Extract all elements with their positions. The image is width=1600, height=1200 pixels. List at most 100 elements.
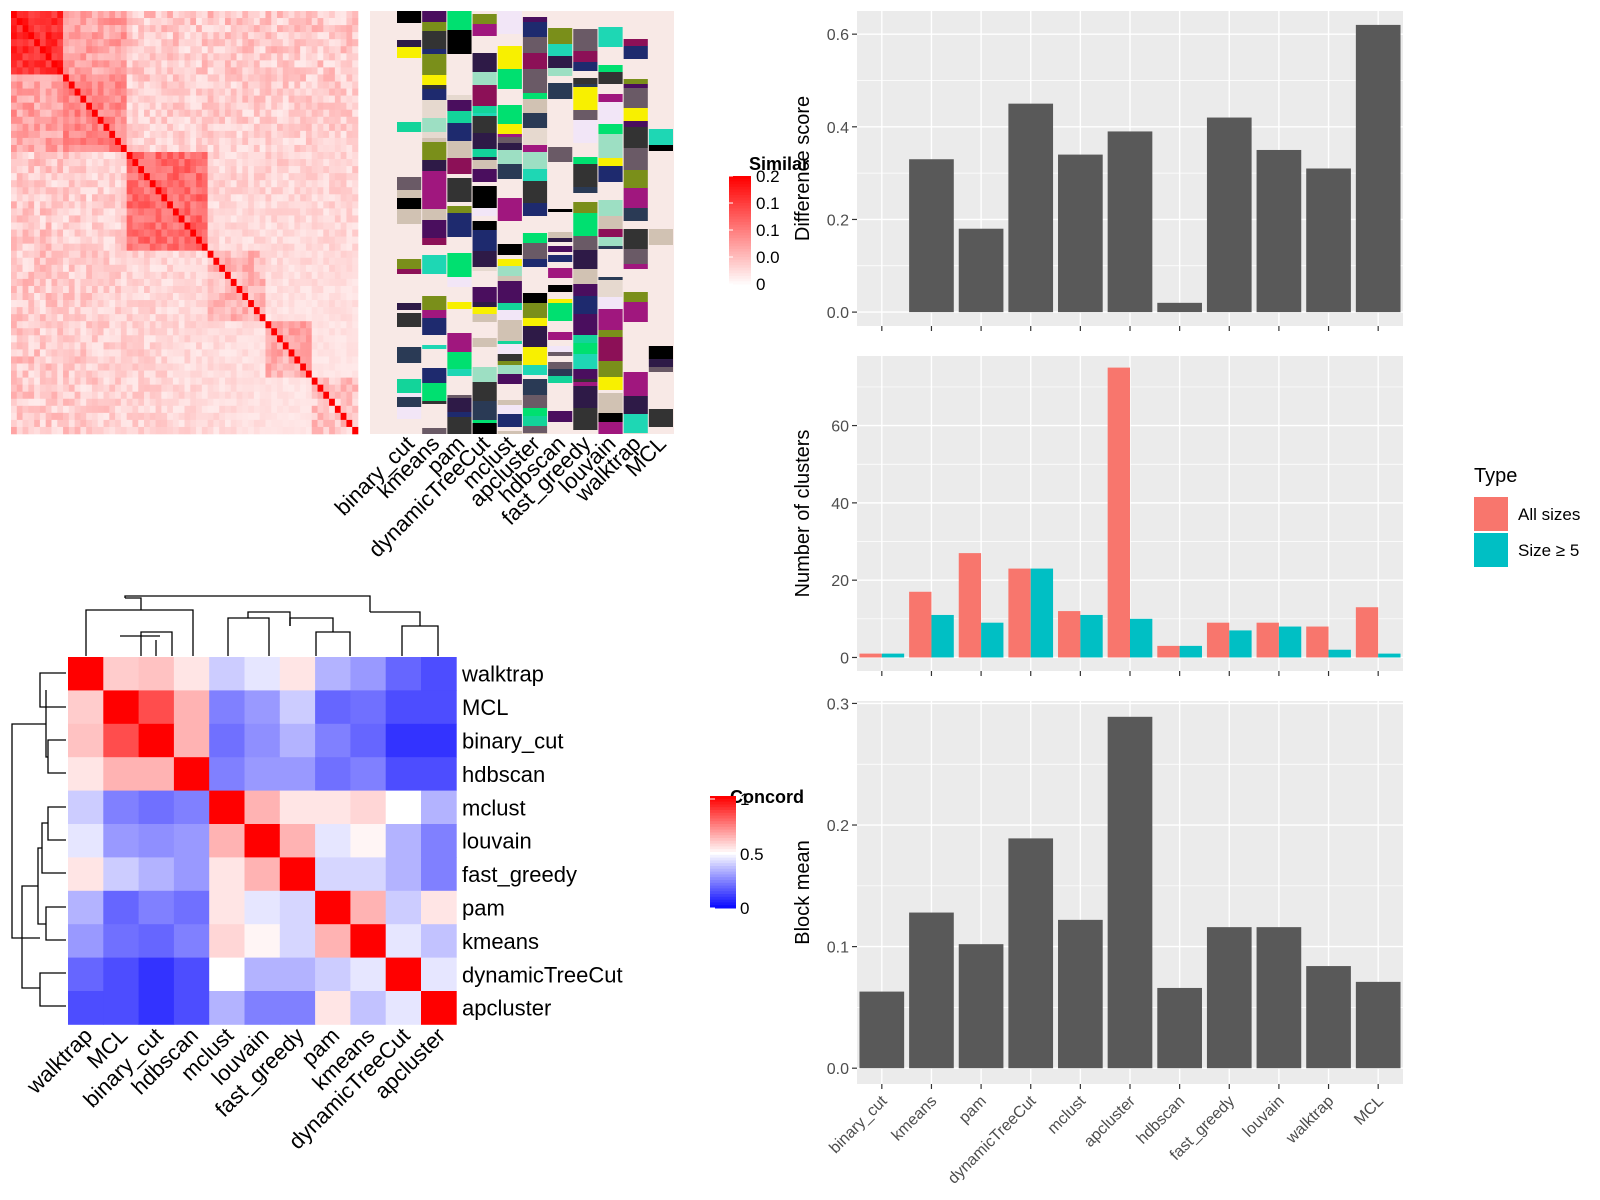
similarity-cell (109, 102, 116, 110)
similarity-cell (352, 271, 359, 280)
concordance-legend-swatch (710, 885, 736, 889)
similarity-cell (172, 328, 180, 336)
similarity-cell (340, 363, 347, 371)
similarity-cell (11, 264, 18, 273)
similarity-cell (248, 243, 255, 251)
similarity-cell (213, 419, 220, 428)
similarity-cell (184, 349, 191, 357)
concordance-cell (244, 657, 281, 691)
similarity-cell (103, 405, 110, 414)
annotation-segment (522, 37, 548, 53)
similarity-cell (224, 285, 232, 294)
similarity-cell (352, 307, 359, 315)
similarity-cell (109, 53, 116, 61)
similarity-cell (271, 398, 278, 407)
similarity-cell (16, 11, 23, 19)
similarity-cell (305, 293, 313, 301)
similarity-cell (115, 46, 122, 54)
similarity-cell (45, 412, 52, 421)
left-dendrogram-branch (39, 672, 66, 708)
concordance-cell (421, 690, 457, 725)
similarity-cell (11, 335, 18, 343)
similarity-cell (178, 335, 185, 343)
similarity-cell (184, 236, 191, 244)
similarity-cell (138, 60, 145, 68)
similarity-cell (11, 137, 18, 146)
similarity-cell (311, 236, 318, 244)
similarity-cell (51, 46, 58, 54)
annotation-segment (397, 115, 422, 122)
similarity-cell (57, 363, 64, 371)
similarity-cell (259, 321, 266, 329)
similarity-cell (16, 53, 23, 61)
similarity-cell (132, 391, 139, 400)
similarity-cell (161, 349, 168, 357)
similarity-cell (167, 215, 174, 223)
similarity-cell (265, 300, 272, 308)
similarity-cell (132, 243, 139, 251)
similarity-cell (45, 384, 52, 392)
similarity-cell (277, 264, 284, 273)
similarity-cell (190, 278, 197, 287)
similarity-cell (144, 25, 151, 33)
similarity-cell (294, 109, 301, 118)
similarity-cell (305, 314, 313, 322)
annotation-segment (447, 141, 472, 158)
similarity-cell (253, 180, 260, 188)
similarity-cell (213, 293, 220, 301)
similarity-cell (149, 222, 156, 230)
similarity-cell (248, 67, 255, 75)
similarity-cell (184, 74, 191, 82)
similarity-cell (11, 412, 18, 421)
annotation-segment (598, 47, 623, 65)
similarity-cell (242, 159, 249, 167)
top-dendrogram-branch (85, 609, 194, 626)
similarity-cell (11, 74, 18, 82)
similarity-cell (11, 321, 18, 329)
similarity-cell (213, 236, 220, 244)
similarity-cell (144, 159, 151, 167)
similarity-cell (120, 166, 127, 174)
similarity-cell (323, 412, 330, 421)
similarity-cell (138, 123, 145, 132)
similarity-cell (305, 32, 313, 40)
similarity-cell (265, 109, 272, 118)
similarity-cell (11, 25, 18, 33)
similarity-cell (86, 342, 93, 350)
similarity-cell (323, 370, 330, 378)
similarity-cell (294, 314, 301, 322)
concordance-col-labels: walktrapMCLbinary_cuthdbscanmclustlouvai… (21, 1023, 450, 1154)
similarity-cell (236, 391, 243, 400)
similarity-cell (178, 32, 185, 40)
similarity-cell (340, 32, 347, 40)
similarity-cell (236, 159, 243, 167)
similarity-cell (149, 377, 156, 385)
similarity-cell (68, 419, 75, 428)
concordance-dendrograms (11, 595, 439, 1007)
similarity-cell (161, 356, 168, 364)
similarity-cell (155, 130, 162, 139)
similarity-cell (253, 166, 260, 174)
annotation-segment (422, 349, 447, 368)
similarity-cell (39, 398, 46, 407)
similarity-cell (277, 123, 284, 132)
similarity-cell (253, 335, 260, 343)
similarity-cell (340, 426, 347, 435)
similarity-cell (196, 215, 203, 223)
similarity-cell (97, 102, 104, 110)
annotation-segment (573, 78, 598, 84)
similarity-cell (16, 130, 23, 139)
similarity-cell (167, 67, 174, 75)
similarity-cell (109, 222, 116, 230)
annotation-segment (648, 275, 673, 290)
annotation-segment (623, 292, 648, 302)
similarity-cell (22, 194, 29, 202)
similarity-cell (242, 194, 249, 202)
similarity-cell (91, 391, 99, 400)
similarity-cell (323, 229, 330, 237)
similarity-cell (201, 18, 208, 26)
similarity-cell (74, 300, 81, 308)
annotation-segment (522, 347, 548, 365)
similarity-cell (138, 102, 145, 110)
similarity-cell (138, 25, 145, 33)
